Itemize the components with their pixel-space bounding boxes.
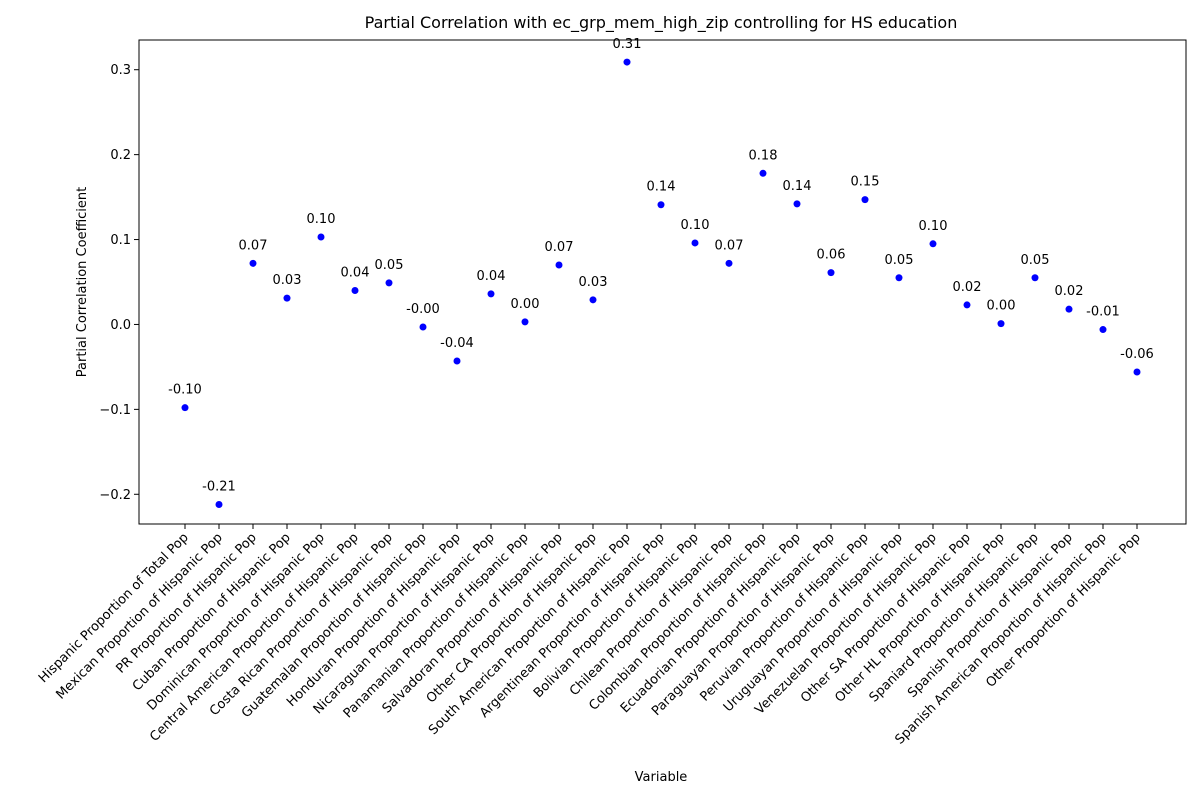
data-label: 0.02 — [953, 280, 982, 295]
data-label: 0.14 — [647, 180, 676, 195]
data-label: 0.07 — [239, 238, 268, 253]
data-label: -0.01 — [1086, 305, 1120, 320]
data-point — [1065, 305, 1073, 313]
y-tick-label: 0.1 — [110, 233, 131, 248]
data-label: 0.14 — [783, 179, 812, 194]
data-point — [385, 279, 393, 287]
x-axis: Hispanic Proportion of Total PopMexican … — [36, 524, 1144, 748]
data-point — [249, 259, 257, 267]
data-label: -0.10 — [168, 383, 202, 398]
data-point — [521, 318, 529, 326]
data-point — [1099, 326, 1107, 334]
data-point — [929, 240, 937, 248]
data-point — [963, 301, 971, 309]
data-point — [181, 404, 189, 412]
data-label: 0.03 — [579, 275, 608, 290]
data-point — [1031, 274, 1039, 282]
data-point — [759, 169, 767, 177]
data-label: 0.10 — [681, 218, 710, 233]
data-labels: -0.10 -0.21 0.07 0.03 0.10 0.04 0.05 -0.00 -0.04… — [168, 37, 1154, 494]
data-points — [181, 58, 1141, 508]
y-axis-label: Partial Correlation Coefficient — [75, 187, 90, 378]
data-label: 0.10 — [919, 219, 948, 234]
data-label: 0.00 — [511, 297, 540, 312]
data-label: 0.03 — [273, 273, 302, 288]
data-point — [793, 200, 801, 208]
data-label: 0.10 — [307, 212, 336, 227]
chart-title: Partial Correlation with ec_grp_mem_high… — [365, 13, 958, 33]
data-label: 0.04 — [341, 265, 370, 280]
x-axis-label: Variable — [635, 770, 688, 785]
data-point — [215, 500, 223, 508]
data-point — [317, 233, 325, 241]
data-point — [895, 274, 903, 282]
data-point — [351, 286, 359, 294]
data-point — [453, 357, 461, 365]
data-point — [283, 294, 291, 302]
y-tick-label: 0.0 — [110, 318, 131, 333]
data-label: 0.15 — [851, 175, 880, 190]
data-label: 0.02 — [1055, 284, 1084, 299]
data-point — [827, 269, 835, 277]
y-axis: −0.2 −0.1 0.0 0.1 0.2 0.3 — [99, 63, 139, 503]
data-label: 0.05 — [375, 258, 404, 273]
data-label: 0.04 — [477, 269, 506, 284]
data-label: 0.18 — [749, 148, 778, 163]
y-tick-label: −0.2 — [99, 488, 131, 503]
plot-area — [138, 39, 1187, 525]
data-label: -0.06 — [1120, 347, 1154, 362]
data-point — [487, 290, 495, 298]
data-label: 0.00 — [987, 299, 1016, 314]
plot-frame — [138, 39, 1187, 525]
data-point — [657, 201, 665, 209]
data-point — [555, 261, 563, 269]
y-tick-label: 0.3 — [110, 63, 131, 78]
data-label: 0.07 — [545, 240, 574, 255]
data-point — [861, 196, 869, 204]
data-label: 0.07 — [715, 238, 744, 253]
data-label: 0.31 — [613, 37, 642, 52]
data-point — [623, 58, 631, 66]
data-label: 0.05 — [885, 253, 914, 268]
data-label: -0.21 — [202, 479, 236, 494]
data-label: -0.00 — [406, 302, 440, 317]
y-tick-label: 0.2 — [110, 148, 131, 163]
data-point — [691, 239, 699, 247]
data-point — [1133, 368, 1141, 376]
data-label: 0.05 — [1021, 253, 1050, 268]
y-tick-label: −0.1 — [99, 403, 131, 418]
data-point — [997, 320, 1005, 328]
data-label: 0.06 — [817, 248, 846, 263]
data-point — [419, 323, 427, 331]
data-point — [725, 259, 733, 267]
data-point — [589, 296, 597, 304]
data-label: -0.04 — [440, 336, 474, 351]
